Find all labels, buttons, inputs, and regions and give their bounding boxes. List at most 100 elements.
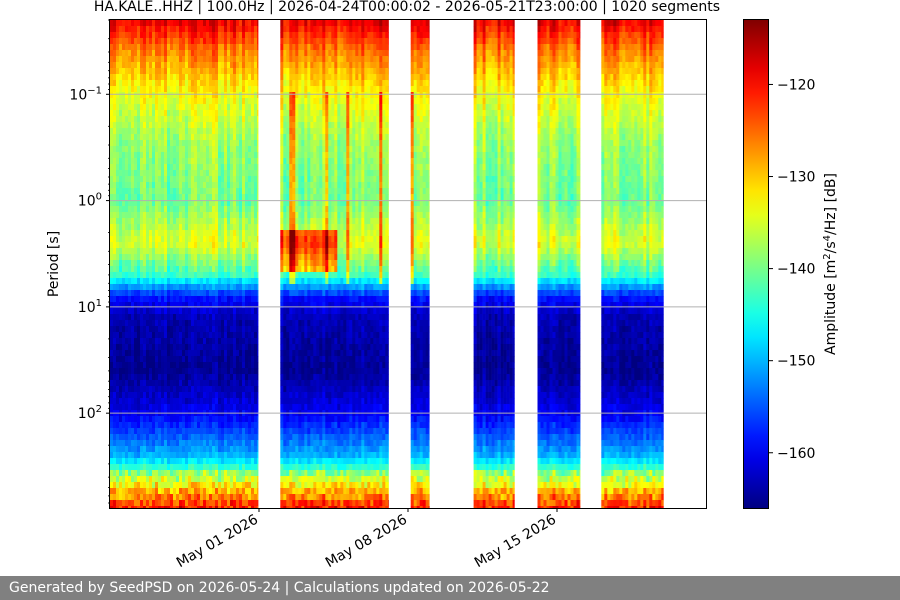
psd-cell: [221, 266, 225, 273]
psd-cell: [191, 140, 195, 147]
psd-cell: [251, 176, 255, 183]
psd-cell: [227, 146, 231, 153]
psd-cell: [119, 224, 123, 231]
psd-cell: [203, 338, 207, 345]
psd-cell: [158, 164, 162, 171]
psd-cell: [221, 278, 225, 285]
psd-cell: [209, 404, 213, 411]
psd-cell: [197, 188, 201, 195]
psd-cell: [143, 230, 147, 237]
psd-cell: [158, 314, 162, 321]
psd-cell: [158, 224, 162, 231]
psd-cell: [212, 260, 216, 267]
psd-cell: [125, 470, 129, 477]
psd-cell: [254, 386, 258, 393]
psd-cell: [221, 380, 225, 387]
psd-cell: [203, 494, 207, 501]
psd-cell: [137, 284, 141, 291]
psd-cell: [310, 50, 314, 57]
psd-cell: [257, 110, 259, 117]
psd-cell: [209, 362, 213, 369]
psd-cell: [110, 302, 114, 309]
psd-cell: [233, 290, 237, 297]
psd-cell: [301, 416, 305, 423]
psd-cell: [164, 50, 168, 57]
psd-cell: [134, 242, 138, 249]
psd-cell: [230, 368, 234, 375]
psd-cell: [191, 224, 195, 231]
psd-cell: [251, 458, 255, 465]
psd-cell: [254, 140, 258, 147]
psd-cell: [113, 308, 117, 315]
psd-cell: [251, 116, 255, 123]
psd-cell: [155, 266, 159, 273]
psd-cell: [206, 476, 210, 483]
psd-cell: [131, 374, 135, 381]
psd-cell: [206, 236, 210, 243]
psd-cell: [125, 116, 129, 123]
psd-cell: [292, 38, 296, 45]
psd-cell: [155, 218, 159, 225]
psd-cell: [280, 122, 284, 129]
psd-cell: [307, 356, 311, 363]
psd-cell: [128, 302, 132, 309]
psd-cell: [242, 20, 246, 27]
psd-cell: [137, 248, 141, 255]
psd-cell: [298, 476, 302, 483]
psd-cell: [149, 44, 153, 51]
psd-cell: [182, 86, 186, 93]
psd-cell: [113, 404, 117, 411]
psd-cell: [218, 320, 222, 327]
psd-cell: [280, 194, 284, 201]
psd-cell: [197, 38, 201, 45]
psd-cell: [125, 164, 129, 171]
psd-cell: [131, 80, 135, 87]
psd-cell: [215, 416, 219, 423]
psd-cell: [155, 50, 159, 57]
psd-cell: [152, 116, 156, 123]
psd-cell: [292, 386, 296, 393]
psd-cell: [155, 326, 159, 333]
psd-cell: [167, 110, 171, 117]
psd-cell: [158, 416, 162, 423]
psd-cell: [113, 104, 117, 111]
psd-cell: [146, 116, 150, 123]
time-column: [143, 20, 147, 509]
psd-cell: [140, 146, 144, 153]
psd-cell: [164, 422, 168, 429]
psd-cell: [200, 464, 204, 471]
psd-cell: [251, 320, 255, 327]
psd-cell: [254, 170, 258, 177]
psd-cell: [179, 152, 183, 159]
time-column: [245, 20, 249, 509]
psd-cell: [218, 326, 222, 333]
psd-cell: [200, 236, 204, 243]
psd-cell: [257, 212, 259, 219]
psd-cell: [140, 290, 144, 297]
psd-cell: [158, 104, 162, 111]
psd-cell: [289, 434, 293, 441]
psd-cell: [209, 398, 213, 405]
psd-cell: [218, 428, 222, 435]
psd-cell: [307, 32, 311, 39]
psd-cell: [164, 296, 168, 303]
psd-cell: [128, 158, 132, 165]
psd-cell: [218, 134, 222, 141]
psd-cell: [119, 92, 123, 99]
psd-cell: [292, 470, 296, 477]
psd-cell: [134, 74, 138, 81]
psd-cell: [182, 104, 186, 111]
psd-cell: [218, 332, 222, 339]
psd-cell: [182, 74, 186, 81]
psd-cell: [236, 464, 240, 471]
psd-cell: [161, 284, 165, 291]
psd-cell: [140, 374, 144, 381]
psd-cell: [203, 476, 207, 483]
psd-cell: [206, 152, 210, 159]
psd-cell: [221, 440, 225, 447]
psd-cell: [167, 368, 171, 375]
psd-cell: [188, 158, 192, 165]
psd-cell: [116, 368, 120, 375]
psd-cell: [122, 458, 126, 465]
psd-cell: [307, 314, 311, 321]
